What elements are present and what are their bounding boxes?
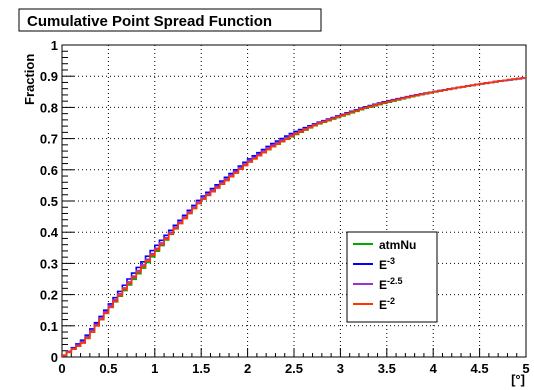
chart-title: Cumulative Point Spread Function	[27, 13, 272, 30]
x-tick-label: 4.5	[471, 361, 489, 376]
x-tick-label: 5	[522, 361, 529, 376]
y-tick-label: 0.4	[40, 225, 59, 240]
y-tick-label: 0	[51, 350, 58, 365]
x-tick-label: 0.5	[99, 361, 117, 376]
x-tick-label: 0	[58, 361, 65, 376]
y-tick-label: 0.8	[40, 100, 58, 115]
legend-box	[346, 231, 438, 323]
y-axis-title: Fraction	[22, 54, 37, 105]
grid-lines	[62, 45, 526, 357]
y-tick-label: 0.7	[40, 132, 58, 147]
x-tick-label: 3.5	[378, 361, 396, 376]
x-tick-label: 2.5	[285, 361, 303, 376]
y-tick-label: 0.2	[40, 288, 58, 303]
y-tick-label: 0.3	[40, 256, 58, 271]
x-tick-label: 3	[337, 361, 344, 376]
x-tick-label: 4	[430, 361, 438, 376]
y-tick-label: 0.9	[40, 69, 58, 84]
x-tick-labels: 0 0.5 1 1.5 2 2.5 3 3.5 4 4.5 5	[58, 361, 529, 376]
series-lines	[61, 76, 526, 357]
x-tick-label: 2	[244, 361, 251, 376]
y-tick-label: 1	[51, 38, 58, 53]
x-tick-label: 1.5	[192, 361, 210, 376]
chart-title-box: Cumulative Point Spread Function	[18, 8, 322, 32]
x-axis-title: [°]	[511, 372, 525, 387]
legend-label-0: atmNu	[379, 238, 416, 252]
y-tick-label: 0.1	[40, 319, 58, 334]
y-tick-labels: 0 0.1 0.2 0.3 0.4 0.5 0.6 0.7 0.8 0.9 1	[40, 38, 59, 365]
series-line-3	[61, 76, 526, 357]
y-tick-label: 0.6	[40, 163, 58, 178]
y-tick-label: 0.5	[40, 194, 58, 209]
axis-ticks	[61, 44, 527, 358]
x-tick-label: 1	[151, 361, 158, 376]
